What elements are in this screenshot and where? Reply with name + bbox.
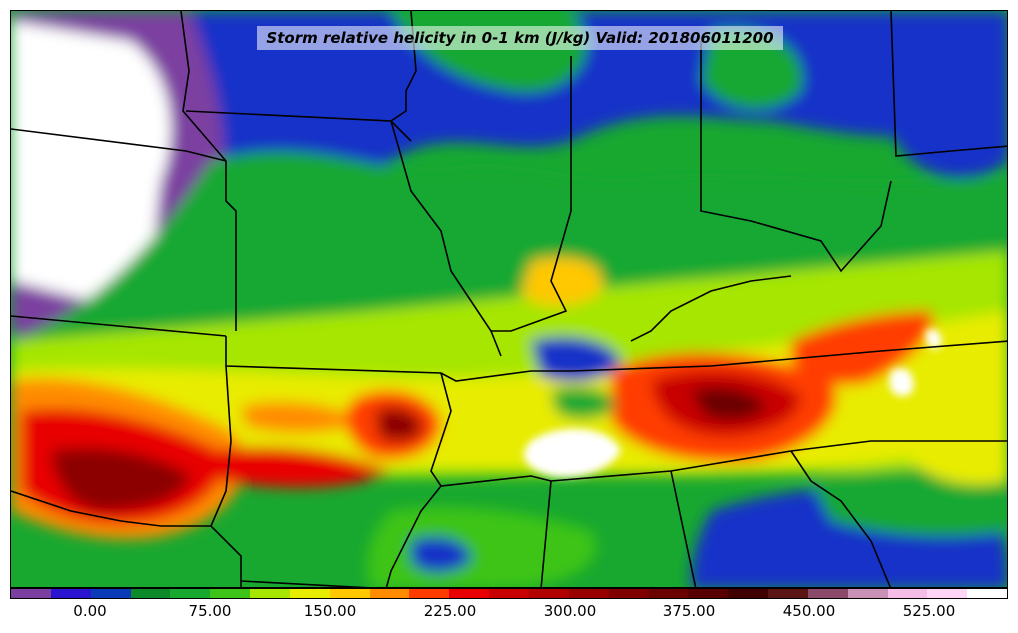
colorbar-segment [927,589,968,598]
colorbar [10,588,1008,599]
colorbar-segment [289,589,330,598]
colorbar-segment [130,589,171,598]
colorbar-tick: 450.00 [782,602,836,620]
colorbar-tick: 375.00 [662,602,716,620]
colorbar-tick: 0.00 [73,602,107,620]
colorbar-segment [11,589,51,598]
colorbar-segment [528,589,569,598]
colorbar-tick: 75.00 [188,602,232,620]
colorbar-segment [369,589,410,598]
colorbar-tick: 300.00 [543,602,597,620]
colorbar-segment [170,589,211,598]
colorbar-segment [887,589,928,598]
map-canvas [11,11,1007,587]
colorbar-tick: 525.00 [902,602,956,620]
colorbar-segment [50,589,91,598]
colorbar-segment [568,589,609,598]
colorbar-segment [807,589,848,598]
colorbar-segment [90,589,131,598]
colorbar-segment [688,589,729,598]
helicity-map: Storm relative helicity in 0-1 km (J/kg)… [10,10,1008,588]
missing-patches [523,329,942,478]
colorbar-tick: 225.00 [423,602,477,620]
colorbar-segment [608,589,649,598]
colorbar-segment [449,589,490,598]
colorbar-segment [967,589,1008,598]
map-title: Storm relative helicity in 0-1 km (J/kg)… [257,26,783,50]
helicity-field [11,11,1007,587]
colorbar-segment [489,589,529,598]
colorbar-segment [409,589,450,598]
colorbar-segment [329,589,370,598]
colorbar-segment [728,589,769,598]
colorbar-tick-labels: 0.00 75.00 150.00 225.00 300.00 375.00 4… [10,599,1008,633]
state-boundaries [11,11,1007,587]
colorbar-segment [768,589,808,598]
colorbar-segment [250,589,290,598]
colorbar-segment [847,589,888,598]
colorbar-segment [210,589,251,598]
colorbar-tick: 150.00 [303,602,357,620]
colorbar-segment [648,589,689,598]
